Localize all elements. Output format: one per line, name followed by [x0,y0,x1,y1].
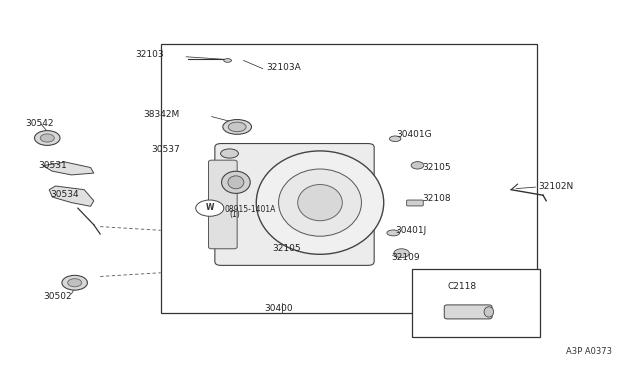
Text: 30537: 30537 [151,145,180,154]
Bar [161,44,537,313]
Circle shape [196,200,224,216]
FancyBboxPatch shape [406,200,423,206]
Text: 32103A: 32103A [266,62,301,72]
Circle shape [394,249,409,258]
Ellipse shape [256,151,384,254]
Text: 30542: 30542 [26,119,54,128]
Text: 30502: 30502 [43,292,72,301]
Ellipse shape [298,185,342,221]
Ellipse shape [35,131,60,145]
Text: 30400: 30400 [264,304,293,313]
Text: 30401J: 30401J [395,226,426,235]
Polygon shape [43,162,94,175]
Text: 30401G: 30401G [396,130,432,139]
Circle shape [411,161,424,169]
Text: W: W [205,202,214,212]
Bar [412,269,540,337]
FancyBboxPatch shape [444,305,492,319]
Ellipse shape [228,122,246,132]
Text: 32105: 32105 [422,163,451,172]
Text: 30531: 30531 [38,161,67,170]
Text: (1): (1) [230,210,240,219]
Text: 32103: 32103 [135,51,164,60]
Text: 32102N: 32102N [538,182,573,191]
Ellipse shape [68,279,82,287]
Text: 30534: 30534 [50,190,79,199]
Ellipse shape [390,136,401,141]
FancyBboxPatch shape [215,144,374,265]
Ellipse shape [228,176,244,189]
Ellipse shape [223,119,252,134]
FancyBboxPatch shape [209,160,237,249]
Text: 32108: 32108 [422,195,451,203]
Ellipse shape [484,307,493,317]
Ellipse shape [278,169,362,236]
Text: C2118: C2118 [447,282,477,291]
Ellipse shape [221,171,250,193]
Ellipse shape [62,275,88,290]
Text: A3P A0373: A3P A0373 [566,347,612,356]
Ellipse shape [224,59,232,62]
Text: 32105: 32105 [272,244,301,253]
Ellipse shape [387,230,399,236]
Text: 32109: 32109 [392,253,420,263]
Ellipse shape [40,134,54,142]
Polygon shape [49,186,94,206]
Text: 38342M: 38342M [143,110,180,119]
Text: 08915-1401A: 08915-1401A [225,205,276,214]
Ellipse shape [221,149,239,158]
